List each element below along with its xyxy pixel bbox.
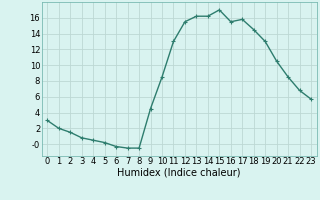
X-axis label: Humidex (Indice chaleur): Humidex (Indice chaleur) xyxy=(117,168,241,178)
